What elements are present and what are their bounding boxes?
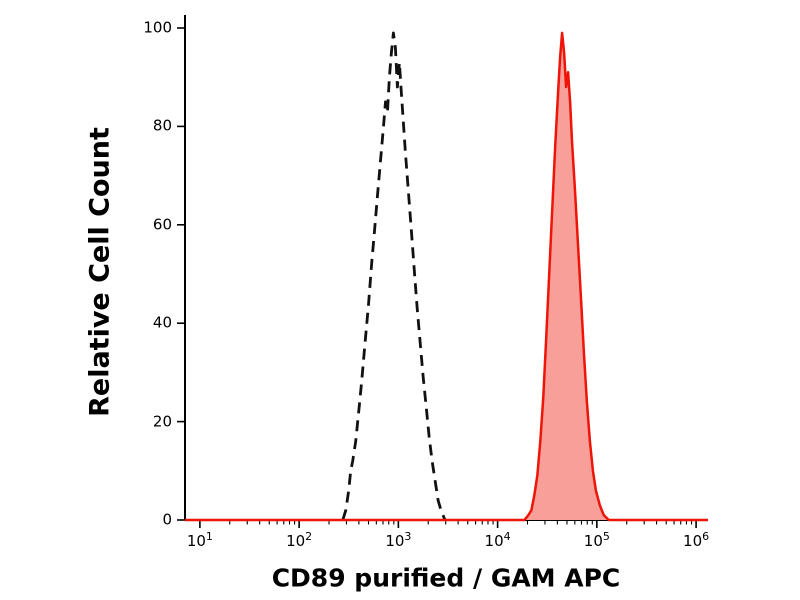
stained-filled-curve bbox=[185, 31, 708, 522]
y-tick-label: 0 bbox=[162, 510, 172, 529]
y-tick-label: 80 bbox=[152, 116, 172, 135]
y-tick-label: 40 bbox=[152, 313, 172, 332]
x-tick-label: 101 bbox=[186, 530, 213, 550]
x-axis-label: CD89 purified / GAM APC bbox=[271, 563, 621, 593]
y-tick-label: 100 bbox=[143, 18, 172, 37]
x-tick-label: 103 bbox=[385, 530, 412, 550]
y-axis-label: Relative Cell Count bbox=[84, 127, 116, 417]
y-tick-label: 60 bbox=[152, 215, 172, 234]
x-tick-label: 105 bbox=[583, 530, 610, 550]
control-dashed-curve bbox=[341, 31, 447, 521]
y-tick-label: 20 bbox=[152, 412, 172, 431]
x-tick-label: 106 bbox=[683, 530, 710, 550]
x-tick-label: 102 bbox=[286, 530, 313, 550]
x-tick-label: 104 bbox=[484, 530, 511, 550]
